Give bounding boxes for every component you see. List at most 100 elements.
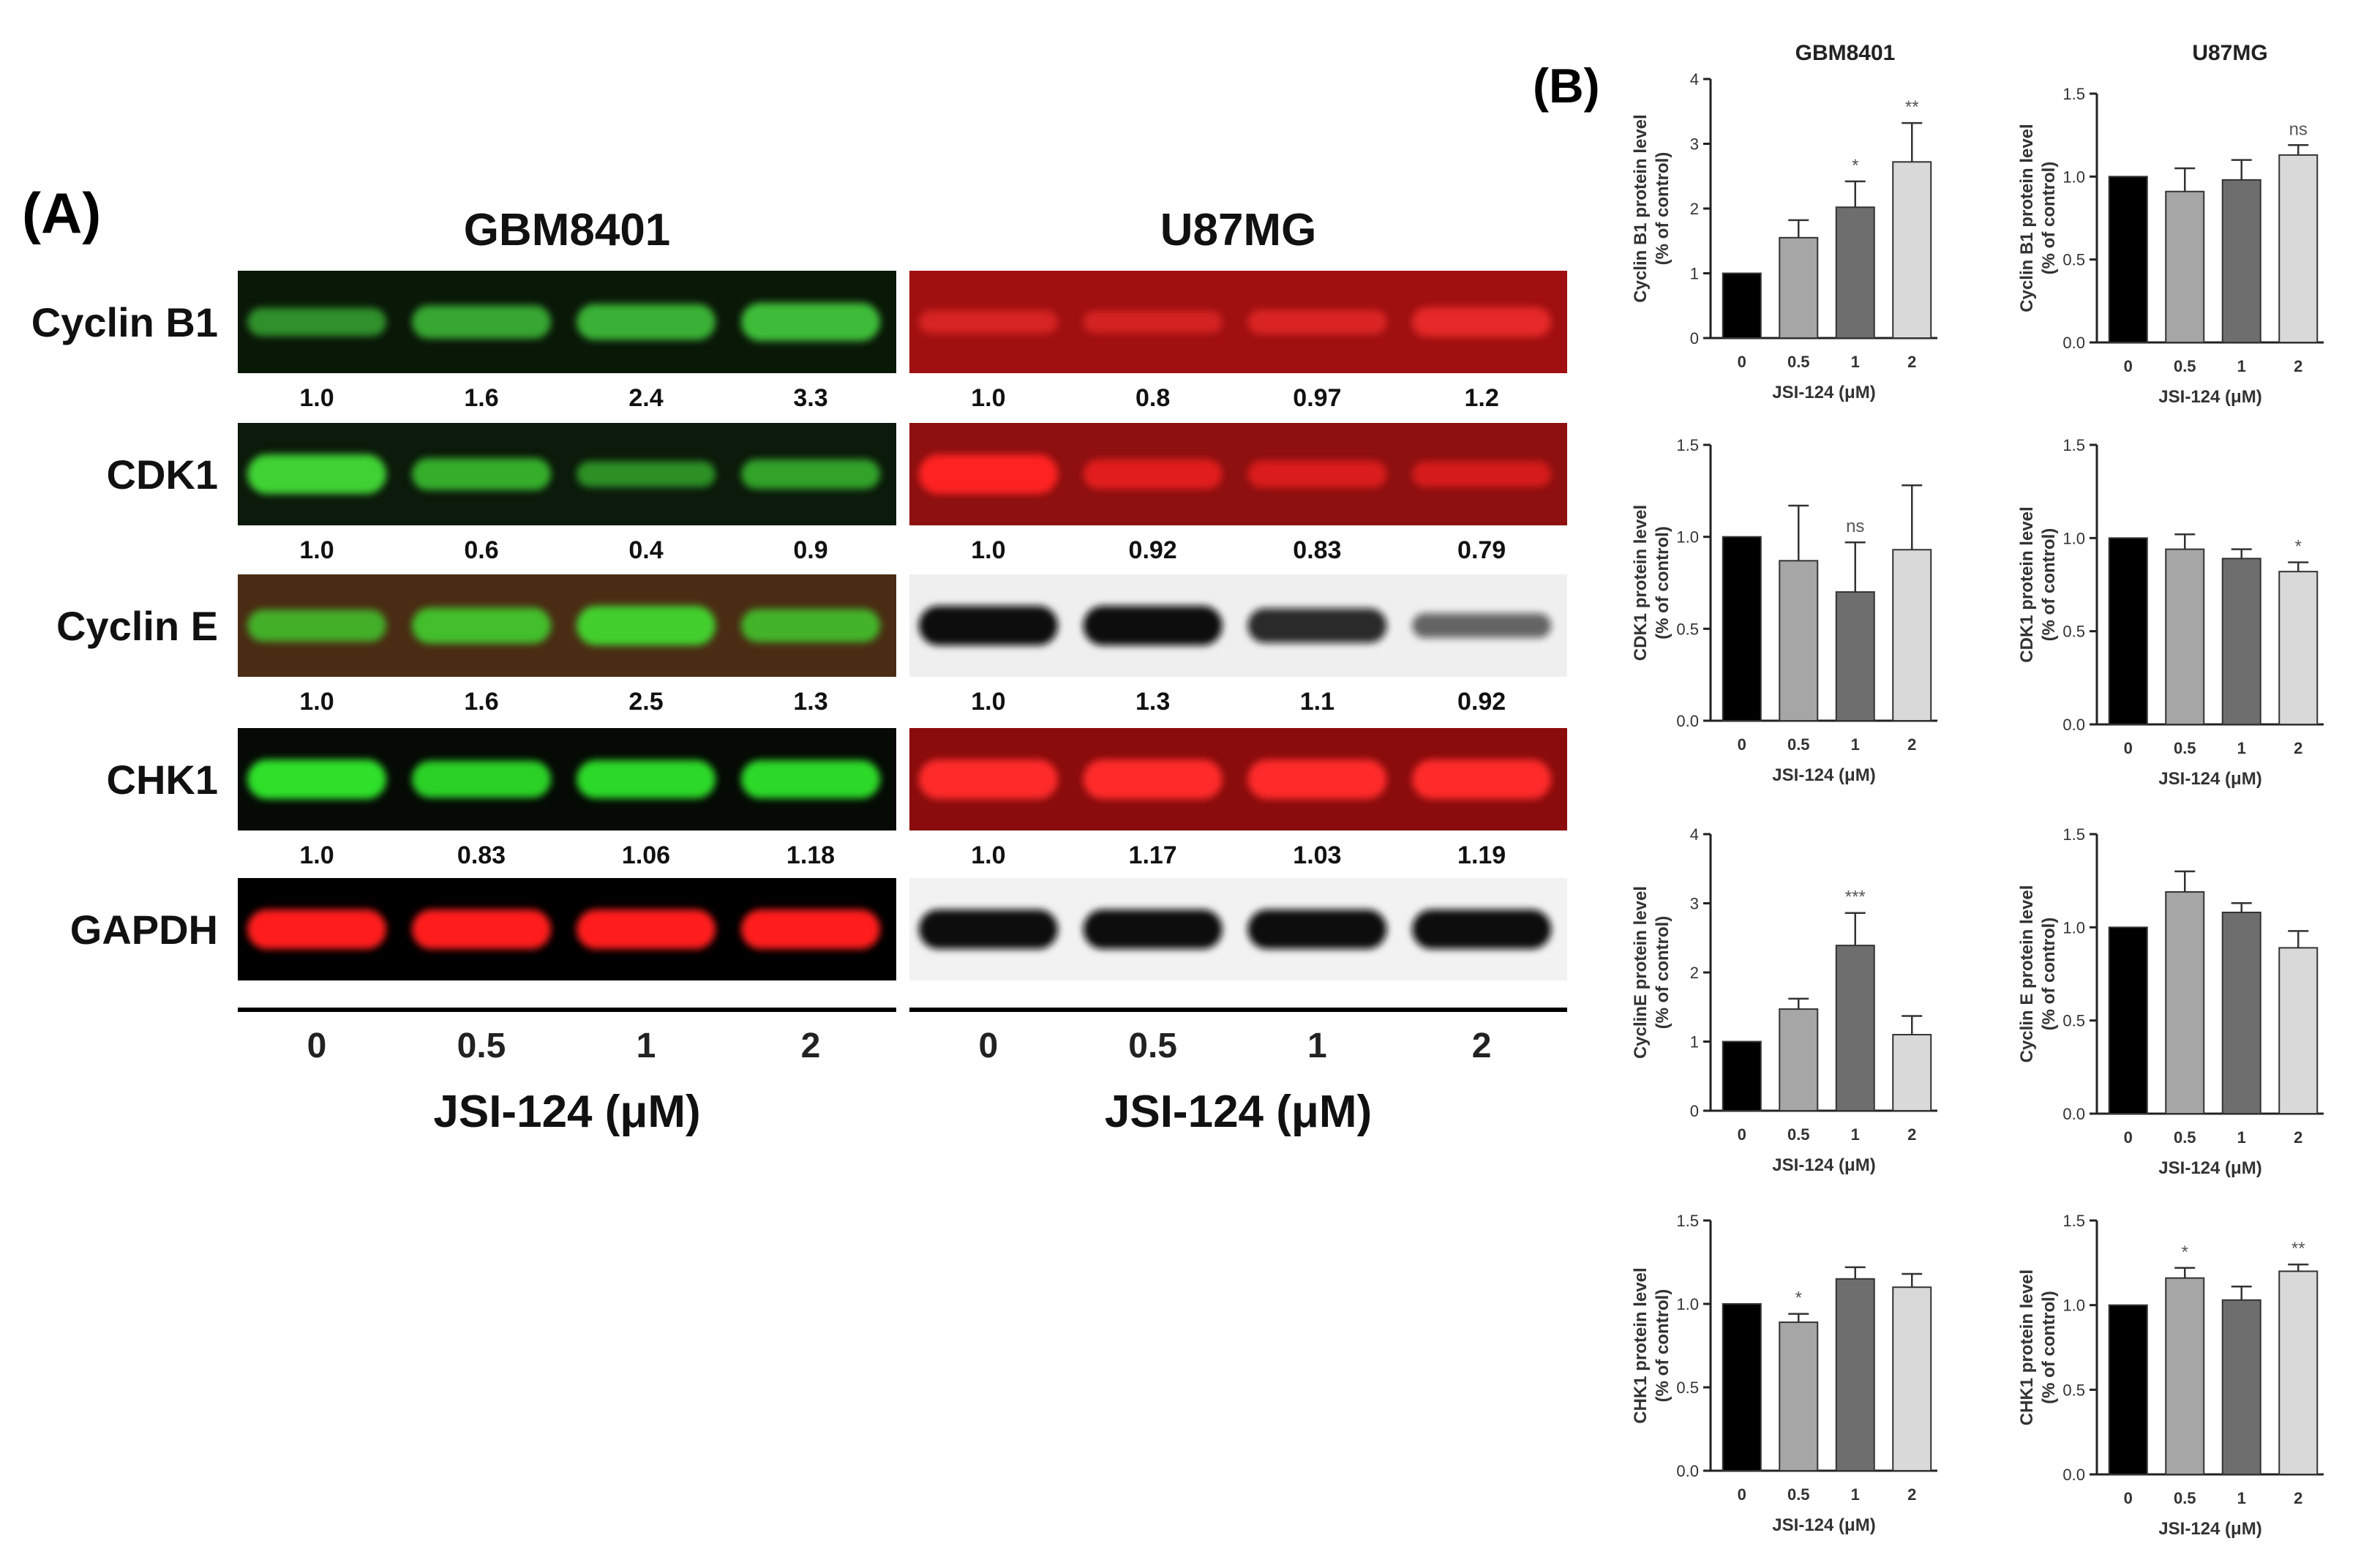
x-tick-label-4: 2 <box>2294 1489 2302 1507</box>
cell-line-title-gbm8401: GBM8401 <box>464 205 671 255</box>
bar-3 <box>2221 911 2261 1114</box>
significance-4: ** <box>2291 1239 2305 1259</box>
x-tick-label-4: 2 <box>2294 357 2302 375</box>
density-value-gbm8401-cdk1-lane-1: 1.0 <box>299 536 334 564</box>
y-tick-label: 0.0 <box>2062 1105 2085 1123</box>
bar-3 <box>2221 1299 2261 1476</box>
bar-3 <box>1835 206 1875 340</box>
x-axis-title-u87mg: JSI-124 (μM) <box>1105 1087 1372 1137</box>
y-axis-label: CDK1 protein level (% of control) <box>2017 506 2059 662</box>
panel-b-label: (B) <box>1533 59 1600 113</box>
panel-b-bar-charts: (B) GBM8401 U87MG 0 1 2 3 4 Cyclin B1 protein le… <box>1533 41 2324 1539</box>
x-tick-label-3: 1 <box>2237 739 2246 757</box>
significance-3: ns <box>1846 517 1864 536</box>
band-u87mg-cyclin-b1-lane-4 <box>1412 307 1552 337</box>
bar-3 <box>2221 179 2261 343</box>
bar-2 <box>1779 560 1819 722</box>
bar-4 <box>2278 947 2319 1115</box>
bar-4 <box>1892 1286 1932 1471</box>
x-tick-label-3: 1 <box>1851 353 1860 371</box>
x-tick-label-1: 0 <box>1738 1485 1746 1504</box>
significance-2: * <box>2182 1242 2188 1262</box>
bar-2 <box>1779 1321 1819 1471</box>
x-axis-label: JSI-124 (μM) <box>2158 1519 2261 1539</box>
band-gbm8401-chk1-lane-1 <box>247 760 386 799</box>
density-value-gbm8401-cyclin-e-lane-1: 1.0 <box>299 688 334 716</box>
band-gbm8401-chk1-lane-2 <box>412 760 551 798</box>
bar-2 <box>2165 548 2205 726</box>
column-title-u87mg: U87MG <box>2192 41 2267 65</box>
dose-label-u87mg-4: 2 <box>1472 1027 1492 1065</box>
y-axis-label-line: Cyclin B1 protein level <box>1631 114 1651 302</box>
x-tick-label-2: 0.5 <box>2174 739 2196 757</box>
x-tick-label-4: 2 <box>1907 1485 1916 1504</box>
y-tick-label: 0.0 <box>1676 1462 1699 1480</box>
protein-label-gapdh: GAPDH <box>70 907 218 953</box>
band-u87mg-chk1-lane-1 <box>918 760 1058 799</box>
y-axis-label-line: CDK1 protein level <box>1631 505 1651 661</box>
y-axis-label: CyclinE protein level (% of control) <box>1631 886 1673 1059</box>
band-u87mg-chk1-lane-2 <box>1083 760 1223 799</box>
y-tick-label: 2 <box>1690 200 1699 218</box>
bar-4 <box>2278 154 2319 343</box>
bar-3 <box>1835 1278 1875 1472</box>
x-tick-label-3: 1 <box>1851 1125 1860 1144</box>
bar-2 <box>1779 236 1819 340</box>
significance-4: ** <box>1905 97 1919 117</box>
band-gbm8401-cyclin-e-lane-2 <box>412 607 551 644</box>
chart-7-gbm8401: 0.0 0.5 1.0 1.5 CHK1 protein level (% of cont… <box>1631 1212 1937 1535</box>
y-axis-label-line: (% of control) <box>2039 918 2059 1031</box>
x-axis-label: JSI-124 (μM) <box>1772 765 1875 785</box>
density-value-gbm8401-cyclin-b1-lane-2: 1.6 <box>464 384 498 412</box>
density-value-u87mg-cyclin-b1-lane-2: 0.8 <box>1135 384 1170 412</box>
y-axis-label-line: (% of control) <box>1653 526 1673 640</box>
density-value-u87mg-cyclin-b1-lane-3: 0.97 <box>1293 384 1341 412</box>
x-tick-label-3: 1 <box>2237 357 2246 375</box>
x-tick-label-4: 2 <box>2294 1128 2302 1147</box>
y-tick-label: 0.0 <box>2062 334 2085 352</box>
density-value-u87mg-chk1-lane-4: 1.19 <box>1457 841 1506 869</box>
x-tick-label-1: 0 <box>2124 1489 2133 1507</box>
y-axis-label-line: (% of control) <box>1653 1289 1673 1403</box>
x-tick-label-1: 0 <box>1738 1125 1746 1144</box>
y-tick-label: 1.5 <box>2062 1212 2085 1230</box>
column-title-gbm8401: GBM8401 <box>1795 41 1896 65</box>
bar-4 <box>1892 1034 1932 1112</box>
y-tick-label: 0.0 <box>2062 1466 2085 1484</box>
bar-2 <box>1779 1008 1819 1111</box>
density-value-u87mg-cdk1-lane-3: 0.83 <box>1293 536 1341 564</box>
bar-4 <box>2278 1270 2319 1476</box>
significance-4: ns <box>2289 119 2308 139</box>
x-tick-label-2: 0.5 <box>1787 1125 1810 1144</box>
y-axis-label-line: (% of control) <box>1653 152 1673 266</box>
protein-label-cyclin-b1: Cyclin B1 <box>31 299 218 345</box>
y-tick-label: 0.0 <box>2062 716 2085 734</box>
band-u87mg-gapdh-lane-2 <box>1083 910 1223 949</box>
significance-4: * <box>2295 536 2302 556</box>
density-value-u87mg-chk1-lane-2: 1.17 <box>1129 841 1177 869</box>
band-gbm8401-gapdh-lane-4 <box>741 910 880 949</box>
y-tick-label: 1.0 <box>2062 1297 2085 1315</box>
band-gbm8401-cyclin-b1-lane-3 <box>577 304 716 340</box>
chart-2-u87mg: 0.0 0.5 1.0 1.5 Cyclin B1 protein level (% of… <box>2017 85 2324 407</box>
x-tick-label-4: 2 <box>1907 735 1916 754</box>
band-u87mg-cyclin-e-lane-1 <box>918 606 1058 645</box>
y-tick-label: 1.0 <box>2062 918 2085 937</box>
density-value-gbm8401-cyclin-e-lane-4: 1.3 <box>793 688 827 716</box>
x-tick-label-1: 0 <box>2124 739 2133 757</box>
band-gbm8401-cdk1-lane-3 <box>577 461 716 487</box>
bar-3 <box>2221 558 2261 726</box>
y-tick-label: 1.5 <box>1676 436 1699 454</box>
chart-1-gbm8401: 0 1 2 3 4 Cyclin B1 protein level (% of contro… <box>1631 70 1937 402</box>
x-tick-label-3: 1 <box>2237 1128 2246 1147</box>
y-tick-label: 2 <box>1690 964 1699 982</box>
x-tick-label-1: 0 <box>1738 353 1746 371</box>
density-value-gbm8401-cyclin-b1-lane-3: 2.4 <box>628 384 663 412</box>
bar-4 <box>1892 549 1932 722</box>
band-gbm8401-gapdh-lane-1 <box>247 910 386 949</box>
density-value-u87mg-cyclin-b1-lane-1: 1.0 <box>971 384 1005 412</box>
x-tick-label-3: 1 <box>1851 735 1860 754</box>
density-value-gbm8401-chk1-lane-3: 1.06 <box>622 841 670 869</box>
x-axis-label: JSI-124 (μM) <box>2158 1158 2261 1178</box>
x-tick-label-4: 2 <box>2294 739 2302 757</box>
